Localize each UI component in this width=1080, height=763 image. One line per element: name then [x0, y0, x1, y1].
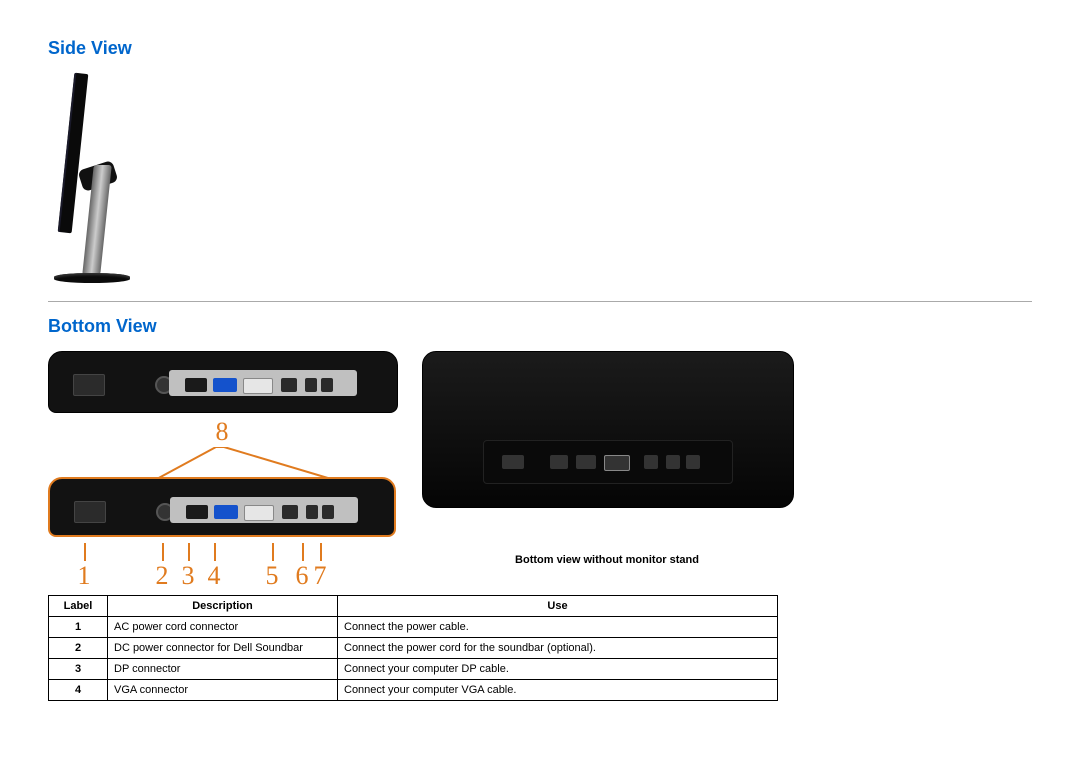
usb-upstream-zoom-icon	[282, 505, 298, 519]
callout-number: 7	[314, 561, 327, 591]
bottom-callouts-row: 1234567	[48, 543, 396, 583]
callout-tick	[320, 543, 322, 561]
dvi-port-zoom-icon	[244, 505, 274, 521]
side-view-illustration	[48, 73, 138, 283]
bottom-view-left-stack: 8 1234567	[48, 351, 396, 583]
callout-tick	[302, 543, 304, 561]
callout-tick	[84, 543, 86, 561]
bottom-view-heading: Bottom View	[48, 316, 1032, 337]
cell-use: Connect your computer VGA cable.	[338, 680, 778, 701]
cell-use: Connect your computer DP cable.	[338, 659, 778, 680]
recessed-port-area	[483, 440, 733, 484]
usb-port-a-zoom-icon	[306, 505, 318, 519]
cell-label: 3	[49, 659, 108, 680]
mini-dp-icon	[550, 455, 568, 469]
connector-panel-top	[48, 351, 398, 413]
monitor-stand-base	[54, 273, 130, 283]
th-use: Use	[338, 596, 778, 617]
mini-dvi-icon	[604, 455, 630, 471]
callout-number: 1	[78, 561, 91, 591]
usb-upstream-icon	[281, 378, 297, 392]
cell-description: DC power connector for Dell Soundbar	[108, 638, 338, 659]
cell-label: 2	[49, 638, 108, 659]
callout-number: 5	[266, 561, 279, 591]
cell-label: 4	[49, 680, 108, 701]
table-header-row: Label Description Use	[49, 596, 778, 617]
callout-number: 4	[208, 561, 221, 591]
callout-tick	[214, 543, 216, 561]
usb-port-a-icon	[305, 378, 317, 392]
ac-socket-zoom-icon	[74, 501, 106, 523]
mini-usb1-icon	[644, 455, 658, 469]
cell-label: 1	[49, 617, 108, 638]
table-row: 2DC power connector for Dell SoundbarCon…	[49, 638, 778, 659]
cell-use: Connect the power cable.	[338, 617, 778, 638]
callout-tick	[272, 543, 274, 561]
usb-port-b-zoom-icon	[322, 505, 334, 519]
section-divider	[48, 301, 1032, 302]
vga-port-icon	[213, 378, 237, 392]
callout-tick	[162, 543, 164, 561]
table-row: 1AC power cord connectorConnect the powe…	[49, 617, 778, 638]
connector-panel-zoom	[48, 477, 396, 537]
bottom-view-right: Bottom view without monitor stand	[422, 351, 792, 566]
cell-use: Connect the power cord for the soundbar …	[338, 638, 778, 659]
side-view-heading: Side View	[48, 38, 1032, 59]
th-description: Description	[108, 596, 338, 617]
callout-8-lines	[48, 447, 396, 477]
bottom-view-right-caption: Bottom view without monitor stand	[422, 554, 792, 566]
callout-8-label: 8	[48, 419, 396, 445]
table-row: 3DP connectorConnect your computer DP ca…	[49, 659, 778, 680]
bottom-view-figure: 8 1234567	[48, 351, 1032, 583]
dp-port-zoom-icon	[186, 505, 208, 519]
th-label: Label	[49, 596, 108, 617]
monitor-panel-side	[58, 73, 89, 234]
usb-port-b-icon	[321, 378, 333, 392]
callout-number: 3	[182, 561, 195, 591]
callout-number: 2	[156, 561, 169, 591]
ac-socket-icon	[73, 374, 105, 396]
mini-usb3-icon	[686, 455, 700, 469]
mini-vga-icon	[576, 455, 596, 469]
mini-ac-icon	[502, 455, 524, 469]
callout-number: 6	[296, 561, 309, 591]
table-row: 4VGA connectorConnect your computer VGA …	[49, 680, 778, 701]
dvi-port-icon	[243, 378, 273, 394]
callout-tick	[188, 543, 190, 561]
vga-port-zoom-icon	[214, 505, 238, 519]
connector-table: Label Description Use 1AC power cord con…	[48, 595, 778, 701]
cell-description: AC power cord connector	[108, 617, 338, 638]
bottom-view-no-stand	[422, 351, 794, 508]
cell-description: VGA connector	[108, 680, 338, 701]
mini-usb2-icon	[666, 455, 680, 469]
cell-description: DP connector	[108, 659, 338, 680]
dp-port-icon	[185, 378, 207, 392]
